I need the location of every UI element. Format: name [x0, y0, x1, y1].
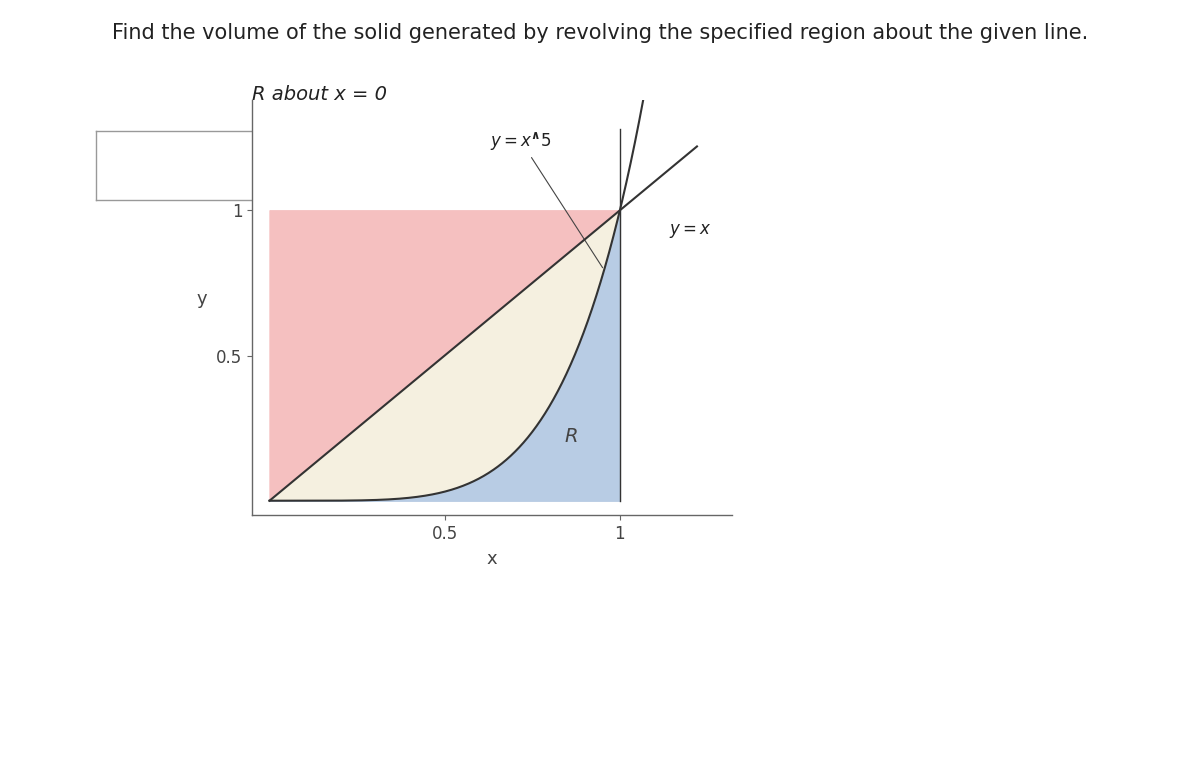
Text: $R$: $R$ — [564, 428, 577, 446]
X-axis label: x: x — [487, 550, 497, 568]
Text: R about x = 0: R about x = 0 — [252, 85, 386, 104]
Y-axis label: y: y — [197, 290, 208, 308]
Text: $y = x$: $y = x$ — [668, 221, 712, 240]
Text: $y = x$$^{\mathbf{\wedge}}$$5$: $y = x$$^{\mathbf{\wedge}}$$5$ — [491, 131, 602, 268]
Text: Find the volume of the solid generated by revolving the specified region about t: Find the volume of the solid generated b… — [112, 23, 1088, 43]
